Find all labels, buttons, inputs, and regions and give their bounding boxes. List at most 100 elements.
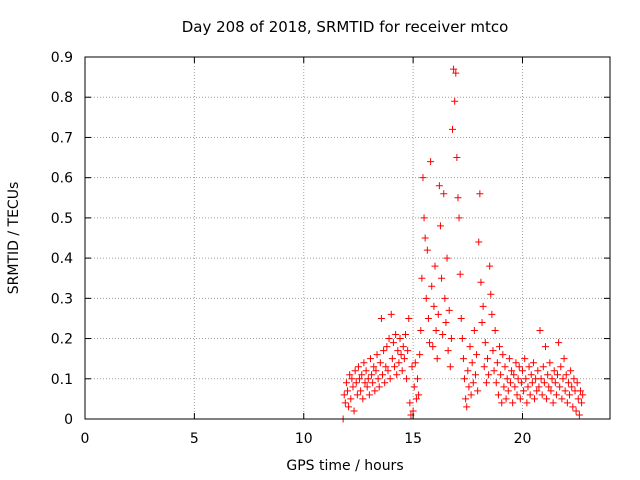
data-point (578, 399, 586, 407)
data-point (381, 379, 389, 387)
data-point (439, 331, 447, 339)
x-tick-label: 15 (404, 431, 422, 447)
data-point (398, 367, 406, 375)
data-point (465, 383, 473, 391)
data-point (512, 359, 520, 367)
data-point (369, 379, 377, 387)
data-point (558, 395, 566, 403)
data-point (514, 375, 522, 383)
data-point (456, 270, 464, 278)
data-point (435, 182, 443, 190)
data-point (566, 391, 574, 399)
data-point (395, 359, 403, 367)
data-point (419, 174, 427, 182)
y-tick-label: 0.1 (51, 372, 73, 388)
data-point (440, 190, 448, 198)
data-point (482, 379, 490, 387)
data-point (431, 262, 439, 270)
data-point (438, 274, 446, 282)
data-point (354, 363, 362, 371)
data-point (574, 395, 582, 403)
x-axis-label: GPS time / hours (286, 458, 403, 474)
data-point (467, 391, 475, 399)
data-point (344, 387, 351, 395)
x-tick-label: 10 (295, 431, 313, 447)
data-point (538, 391, 546, 399)
data-point (541, 343, 549, 351)
data-point (451, 97, 459, 105)
data-point (546, 359, 554, 367)
data-point (529, 359, 537, 367)
y-tick-label: 0.3 (51, 291, 73, 307)
data-point (515, 363, 523, 371)
data-point (453, 154, 461, 162)
data-points (339, 65, 587, 423)
y-tick-label: 0.6 (51, 171, 73, 187)
data-point (447, 335, 455, 343)
data-point (426, 339, 434, 347)
y-tick-label: 0.8 (51, 90, 73, 106)
data-point (523, 399, 531, 407)
data-point (424, 314, 432, 322)
data-point (464, 367, 472, 375)
data-point (349, 383, 357, 391)
data-point (539, 363, 547, 371)
data-point (446, 363, 454, 371)
data-point (487, 290, 495, 298)
data-point (519, 367, 526, 375)
data-point (560, 355, 568, 363)
data-point (533, 387, 541, 395)
data-point (421, 234, 429, 242)
data-point (559, 375, 567, 383)
data-point (346, 371, 354, 379)
data-point (382, 363, 390, 371)
data-point (536, 327, 544, 335)
data-point (428, 282, 436, 290)
data-point (397, 351, 405, 359)
data-point (449, 125, 456, 133)
data-point (503, 375, 511, 383)
data-point (564, 379, 572, 387)
data-point (505, 355, 513, 363)
data-point (389, 339, 397, 347)
data-point (469, 379, 477, 387)
x-tick-label: 20 (514, 431, 532, 447)
data-point (376, 359, 384, 367)
chart-title: Day 208 of 2018, SRMTID for receiver mtc… (182, 18, 509, 36)
data-point (480, 363, 488, 371)
data-point (549, 399, 557, 407)
data-point (362, 367, 370, 375)
data-point (415, 391, 423, 399)
y-tick-label: 0.9 (51, 50, 73, 66)
data-point (502, 395, 510, 403)
axis-ticks: 0 5 10 15 20 0 0.1 0.2 0.3 0.4 0.5 0.6 0.7 0.8 0.9 (51, 50, 610, 447)
data-point (500, 383, 508, 391)
data-point (374, 375, 382, 383)
data-point (498, 399, 506, 407)
data-point (563, 399, 571, 407)
data-point (342, 379, 350, 387)
data-point (400, 355, 408, 363)
data-point (348, 375, 356, 383)
data-point (458, 335, 466, 343)
data-point (445, 306, 453, 314)
data-point (525, 363, 533, 371)
data-point (422, 294, 430, 302)
data-point (474, 387, 482, 395)
data-point (443, 254, 451, 262)
data-point (526, 391, 534, 399)
data-point (393, 371, 401, 379)
y-tick-label: 0 (64, 412, 73, 428)
data-point (521, 355, 529, 363)
data-point (527, 371, 535, 379)
plot-frame (84, 56, 611, 420)
data-point (418, 274, 426, 282)
data-point (455, 214, 463, 222)
data-point (377, 314, 385, 322)
data-point (403, 375, 411, 383)
data-point (579, 391, 587, 399)
data-point (556, 383, 564, 391)
data-point (534, 367, 542, 375)
data-point (463, 403, 471, 411)
